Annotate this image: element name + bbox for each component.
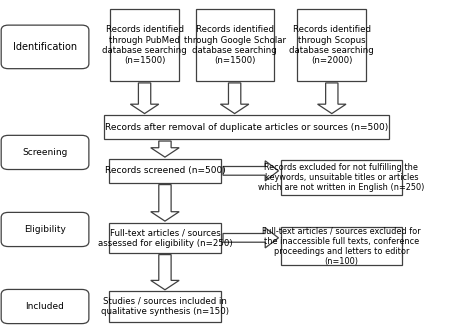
Polygon shape [151, 141, 179, 157]
Polygon shape [220, 83, 249, 114]
Text: Records excluded for not fulfilling the
keywords, unsuitable titles or articles
: Records excluded for not fulfilling the … [258, 163, 425, 192]
Text: Studies / sources included in
qualitative synthesis (n=150): Studies / sources included in qualitativ… [101, 297, 229, 316]
FancyBboxPatch shape [281, 227, 402, 265]
FancyBboxPatch shape [110, 9, 179, 81]
Text: Eligibility: Eligibility [24, 225, 66, 234]
Polygon shape [223, 228, 279, 248]
Polygon shape [130, 83, 159, 114]
FancyBboxPatch shape [104, 115, 389, 139]
FancyBboxPatch shape [109, 159, 220, 183]
FancyBboxPatch shape [1, 289, 89, 324]
FancyBboxPatch shape [298, 9, 366, 81]
FancyBboxPatch shape [1, 212, 89, 247]
Polygon shape [151, 185, 179, 221]
Text: Records identified
through Google Scholar
database searching
(n=1500): Records identified through Google Schola… [183, 25, 286, 65]
FancyBboxPatch shape [195, 9, 274, 81]
Text: Screening: Screening [22, 148, 68, 157]
Text: Identification: Identification [13, 42, 77, 52]
FancyBboxPatch shape [109, 291, 220, 322]
Polygon shape [318, 83, 346, 114]
Text: Full-text articles / sources excluded for
the inaccessible full texts, conferenc: Full-text articles / sources excluded fo… [262, 226, 420, 266]
FancyBboxPatch shape [1, 135, 89, 170]
FancyBboxPatch shape [281, 160, 402, 195]
Text: Records identified
through PubMed
database searching
(n=1500): Records identified through PubMed databa… [102, 25, 187, 65]
FancyBboxPatch shape [109, 223, 220, 253]
Text: Records after removal of duplicate articles or sources (n=500): Records after removal of duplicate artic… [105, 123, 388, 132]
Polygon shape [151, 255, 179, 290]
Text: Records identified
through Scopus
database searching
(n=2000): Records identified through Scopus databa… [290, 25, 374, 65]
Text: Full-text articles / sources
assessed for eligibility (n=250): Full-text articles / sources assessed fo… [98, 228, 232, 248]
FancyBboxPatch shape [1, 25, 89, 69]
Text: Records screened (n=500): Records screened (n=500) [105, 166, 225, 175]
Text: Included: Included [26, 302, 64, 311]
Polygon shape [223, 161, 279, 181]
